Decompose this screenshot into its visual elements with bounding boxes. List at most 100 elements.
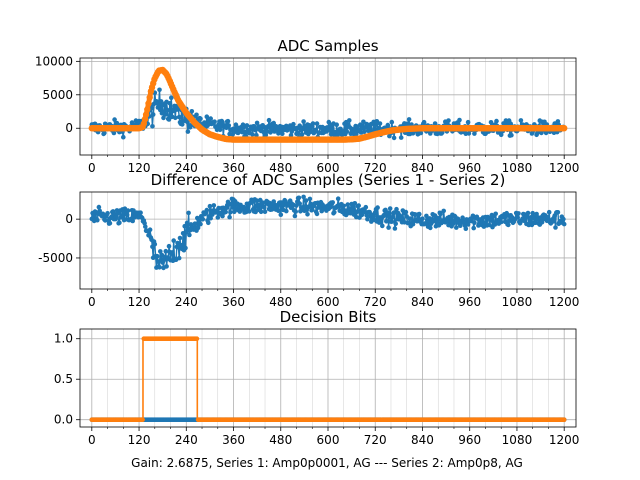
figure-caption: Gain: 2.6875, Series 1: Amp0p0001, AG --… <box>131 456 523 470</box>
data-point <box>157 265 162 270</box>
data-point <box>361 119 366 125</box>
data-point <box>131 208 136 213</box>
subplot-2: 0 120 240 360 480 600 720 840 960 1080 1200 -5000 0 D… <box>38 171 579 309</box>
data-point <box>150 124 155 129</box>
data-point <box>247 209 252 214</box>
data-point <box>145 100 152 107</box>
data-point <box>269 207 275 212</box>
data-point <box>138 210 143 215</box>
data-point <box>114 120 120 126</box>
data-point <box>378 220 384 225</box>
x-tick-label: 1200 <box>549 161 580 175</box>
data-point <box>367 125 373 130</box>
data-point <box>198 221 203 227</box>
data-point <box>410 131 416 136</box>
data-point <box>284 208 289 214</box>
data-point <box>494 118 499 124</box>
x-tick-label: 240 <box>175 295 198 309</box>
subplots: 0 120 240 360 480 600 720 840 960 1080 12000500010… <box>35 37 580 447</box>
x-tick-label: 240 <box>175 161 198 175</box>
data-point <box>521 218 527 223</box>
data-point <box>179 242 184 248</box>
data-point <box>392 226 398 231</box>
data-point <box>420 216 425 221</box>
x-tick-label: 480 <box>269 295 292 309</box>
x-tick-label: 0 <box>88 295 96 309</box>
data-point <box>374 119 380 124</box>
subplot-title: Difference of ADC Samples (Series 1 - Se… <box>151 171 506 189</box>
data-point <box>140 417 145 423</box>
data-point <box>332 210 337 215</box>
data-point <box>165 107 170 113</box>
data-point <box>195 225 201 231</box>
data-point <box>107 220 113 226</box>
data-point <box>301 119 306 124</box>
data-point <box>352 201 358 206</box>
data-point <box>488 218 494 223</box>
data-point <box>183 245 188 251</box>
data-point <box>258 209 264 215</box>
data-point <box>204 207 210 213</box>
data-point <box>244 123 250 128</box>
data-point <box>472 220 477 226</box>
data-point <box>446 118 451 123</box>
x-tick-label: 1200 <box>549 295 580 309</box>
data-point <box>334 122 340 127</box>
data-point <box>147 227 153 232</box>
data-point <box>192 221 198 226</box>
data-point <box>463 226 469 231</box>
data-point <box>266 117 272 123</box>
x-tick-label: 720 <box>364 433 387 447</box>
data-point <box>393 221 399 226</box>
subplot-1: 0 120 240 360 480 600 720 840 960 1080 1200 0 5000 10… <box>35 37 580 175</box>
data-point <box>561 417 567 423</box>
data-point <box>189 109 195 114</box>
data-point <box>297 201 303 206</box>
y-tick-label: 0 <box>65 212 73 226</box>
data-point <box>317 205 322 210</box>
data-point <box>105 211 110 216</box>
data-point <box>254 132 259 138</box>
data-point <box>121 134 126 140</box>
data-point <box>182 223 187 229</box>
data-point <box>208 215 213 221</box>
data-point <box>228 210 233 215</box>
data-point <box>386 225 391 230</box>
data-point <box>335 196 341 201</box>
data-point <box>157 87 162 93</box>
data-point <box>146 94 153 101</box>
data-point <box>398 135 404 140</box>
data-point <box>124 212 130 218</box>
data-point <box>406 117 412 122</box>
x-tick-label: 0 <box>88 161 96 175</box>
data-point <box>421 119 427 125</box>
x-tick-label: 1200 <box>549 433 580 447</box>
data-point <box>164 264 169 269</box>
data-point <box>176 114 182 120</box>
x-tick-label: 120 <box>128 433 151 447</box>
data-point <box>301 194 306 200</box>
x-tick-label: 360 <box>222 295 245 309</box>
data-point <box>276 208 281 213</box>
data-point <box>553 225 558 230</box>
data-point <box>389 219 395 224</box>
data-point <box>435 216 441 221</box>
data-point <box>561 216 566 222</box>
data-point <box>254 120 260 126</box>
data-point <box>276 131 281 136</box>
data-point <box>423 221 428 226</box>
data-point <box>171 238 176 243</box>
data-point <box>299 132 305 137</box>
x-tick-label: 720 <box>364 295 387 309</box>
data-point <box>194 112 199 118</box>
y-tick-label: 0.0 <box>54 413 73 427</box>
data-point <box>391 210 397 215</box>
data-point <box>144 106 151 113</box>
plot-area <box>89 336 567 423</box>
x-tick-label: 480 <box>269 161 292 175</box>
data-point <box>377 121 383 126</box>
data-point <box>561 125 568 132</box>
data-point <box>363 204 369 210</box>
data-point <box>404 214 410 219</box>
x-tick-label: 840 <box>411 161 434 175</box>
